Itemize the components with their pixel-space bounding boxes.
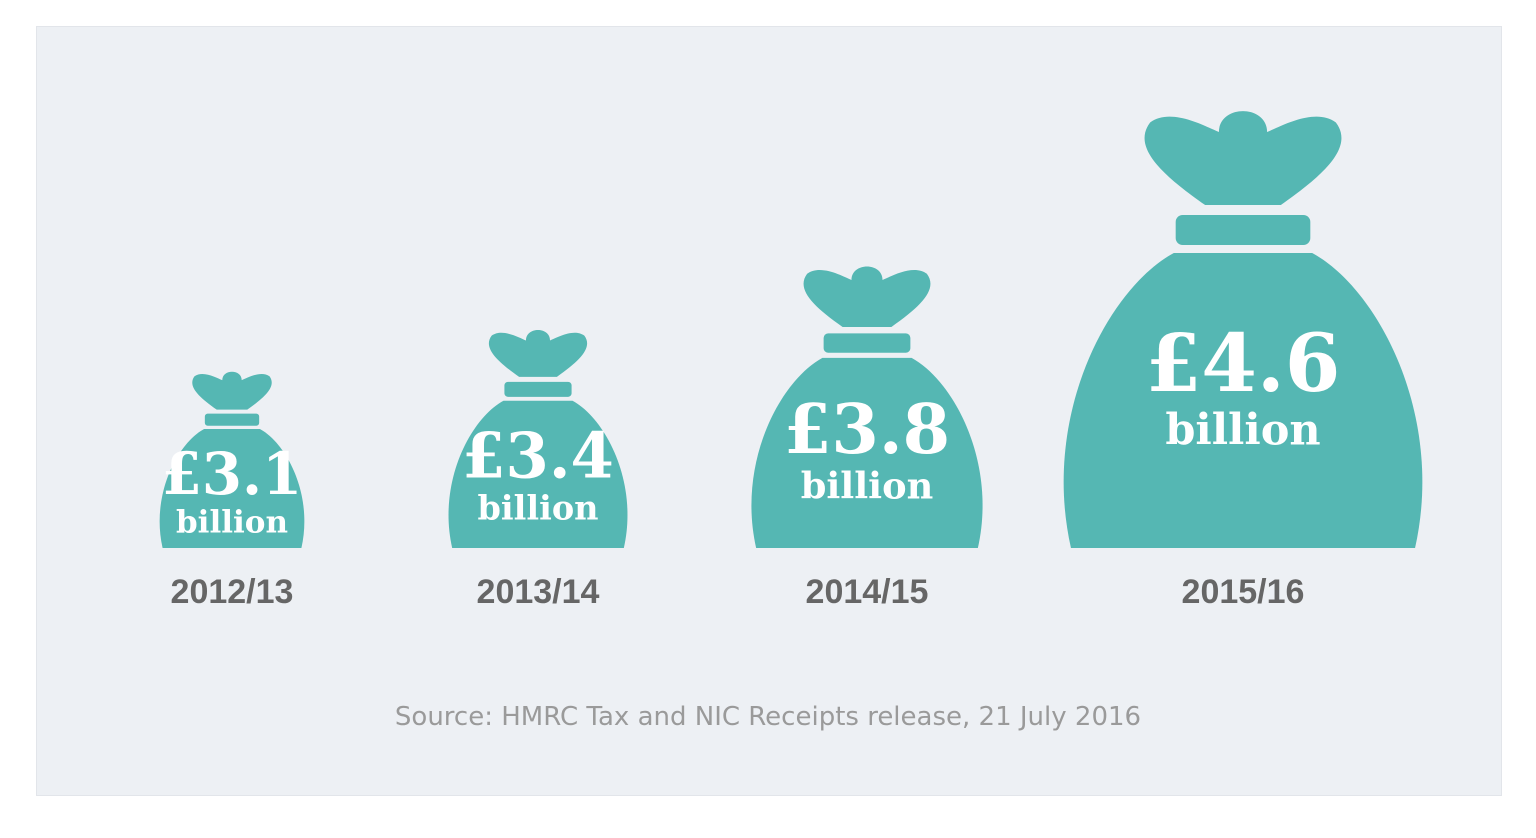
bag-tie-band xyxy=(504,381,572,397)
bag-tie-band xyxy=(823,333,911,353)
bag-tie-band xyxy=(1175,215,1311,245)
unit-label: billion xyxy=(176,505,288,541)
value-label: £3.1 xyxy=(162,440,303,508)
source-note: Source: HMRC Tax and NIC Receipts releas… xyxy=(394,702,1142,732)
unit-label: billion xyxy=(801,465,934,508)
bag-body xyxy=(448,400,628,548)
bag-top-knot xyxy=(1144,111,1342,205)
bag-body xyxy=(159,428,305,548)
bag-top-knot xyxy=(803,266,931,327)
category-label: 2015/16 xyxy=(1182,573,1305,611)
category-label: 2014/15 xyxy=(806,573,929,611)
value-label: £3.8 xyxy=(784,390,950,470)
unit-label: billion xyxy=(477,489,598,528)
category-label: 2013/14 xyxy=(477,573,600,611)
bag-top-knot xyxy=(488,330,588,377)
bag-top-knot xyxy=(192,371,272,410)
value-label: £3.4 xyxy=(462,420,614,493)
value-label: £4.6 xyxy=(1146,316,1341,410)
category-label: 2012/13 xyxy=(171,573,294,611)
unit-label: billion xyxy=(1165,406,1320,456)
bag-body xyxy=(1063,253,1423,548)
bag-tie-band xyxy=(204,413,260,426)
bag-body xyxy=(751,357,983,548)
